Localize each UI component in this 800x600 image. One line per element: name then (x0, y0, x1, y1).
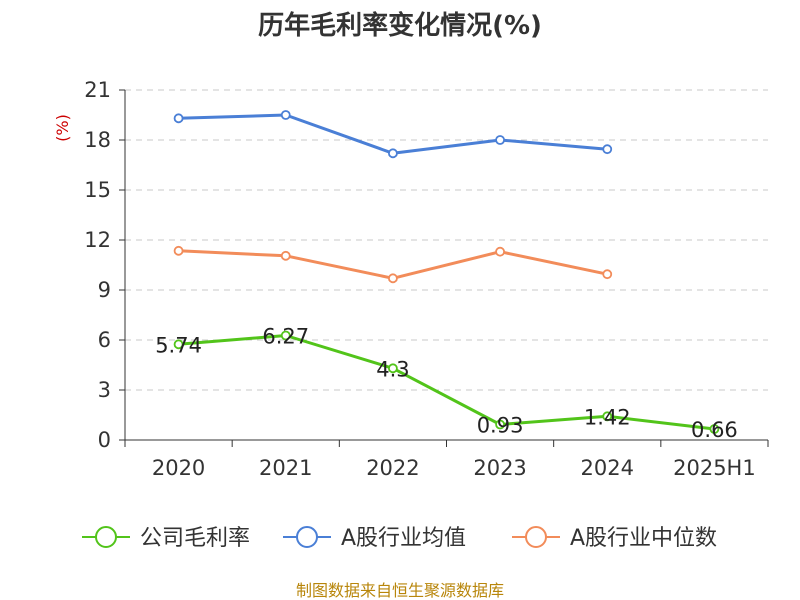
data-label: 5.74 (155, 333, 202, 357)
footer-source-text: 制图数据来自恒生聚源数据库 (296, 581, 504, 600)
axes: 0 3 6 9 12 15 18 21 2020 2021 2022 2023 2024 2025H1 (84, 78, 769, 480)
data-point (280, 250, 291, 261)
data-point (388, 363, 398, 374)
data-point (388, 148, 398, 159)
legend-marker (525, 526, 547, 548)
legend-label: A股行业均值 (341, 526, 466, 551)
y-tick-label: 18 (84, 128, 111, 152)
y-tick-label: 15 (84, 178, 111, 202)
data-labels: 5.74 6.27 4.3 0.93 1.42 0.66 (155, 325, 738, 443)
x-tick-label: 2025H1 (673, 456, 756, 480)
data-point (388, 273, 398, 284)
x-tick-label: 2023 (473, 456, 526, 480)
data-point (495, 135, 505, 145)
legend: 公司毛利率 A股行业均值 A股行业中位数 (82, 526, 717, 551)
x-tick-label: 2022 (366, 456, 419, 480)
data-label: 4.3 (376, 357, 409, 381)
data-point (602, 144, 613, 155)
y-tick-label: 0 (98, 428, 111, 452)
y-tick-label: 6 (98, 328, 111, 352)
legend-marker (95, 526, 117, 548)
y-tick-label: 9 (98, 278, 111, 302)
data-point (173, 339, 184, 350)
x-tick-label: 2020 (152, 456, 205, 480)
data-point (495, 246, 505, 257)
data-label: 0.93 (477, 414, 524, 438)
y-tick-label: 12 (84, 228, 111, 252)
series-line-0 (178, 334, 715, 431)
data-point (602, 269, 613, 280)
data-point (173, 113, 184, 124)
series-line-1 (178, 113, 608, 155)
data-label: 0.66 (691, 418, 738, 442)
x-tick-label: 2024 (581, 456, 634, 480)
data-point (173, 245, 184, 256)
y-axis-unit-label: (%) (53, 114, 72, 142)
data-label: 6.27 (262, 325, 309, 349)
chart-title: 历年毛利率变化情况(%) (258, 10, 542, 41)
data-label: 1.42 (584, 405, 631, 429)
legend-label: A股行业中位数 (570, 526, 717, 551)
grid-lines (125, 89, 768, 391)
data-point (280, 330, 291, 341)
data-point (280, 110, 291, 120)
data-point (709, 424, 720, 434)
data-point (495, 419, 505, 430)
legend-label: 公司毛利率 (140, 526, 250, 551)
series-lines (173, 110, 720, 434)
y-tick-label: 3 (98, 378, 111, 402)
data-point (602, 411, 613, 422)
legend-marker (296, 526, 318, 548)
y-tick-label: 21 (84, 78, 111, 102)
x-tick-label: 2021 (259, 456, 312, 480)
